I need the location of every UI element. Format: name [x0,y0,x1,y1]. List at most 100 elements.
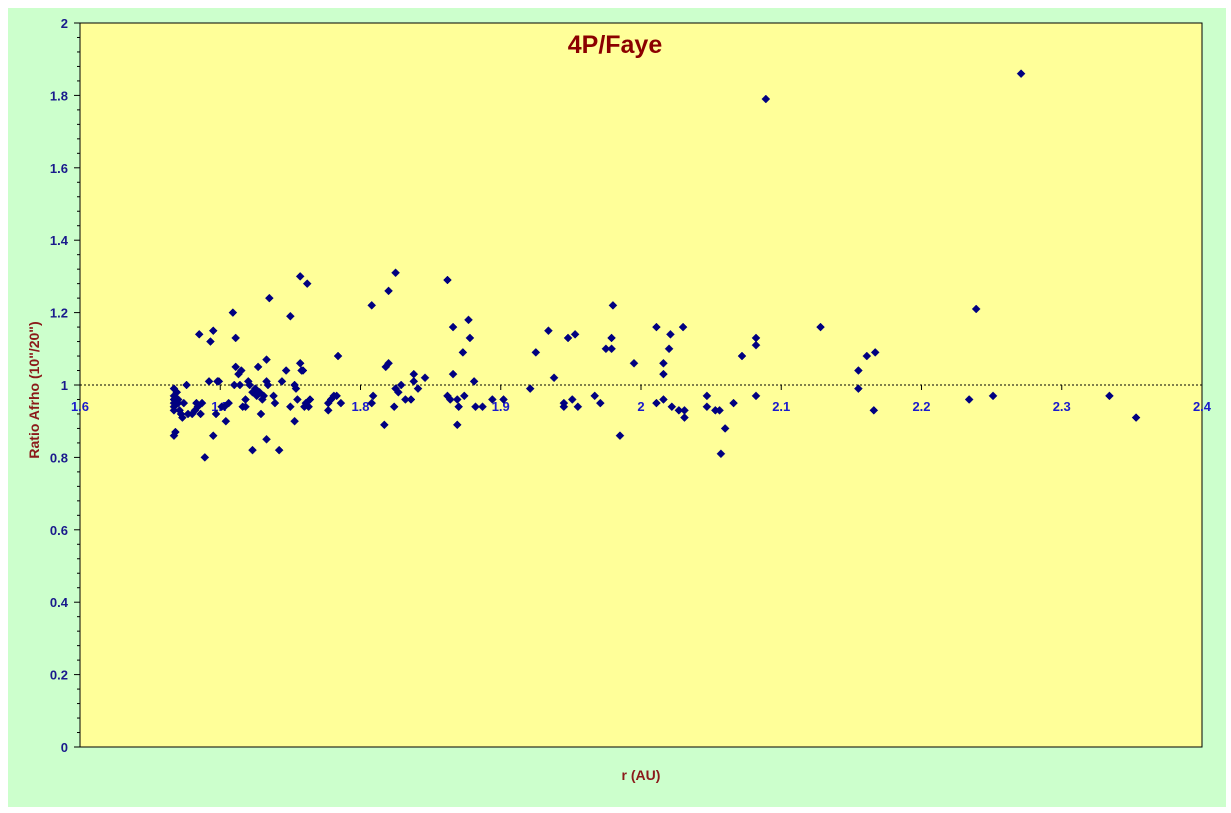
data-point [231,362,241,372]
data-point [563,333,573,343]
data-point [448,322,458,332]
data-point [259,391,269,401]
data-point [269,391,278,401]
data-point [720,424,730,433]
data-point [659,369,668,379]
data-point [499,395,508,404]
data-point [567,395,577,404]
data-point [751,391,761,401]
data-point [333,351,343,361]
data-point [323,405,333,415]
data-point [729,398,738,408]
data-point [478,402,487,412]
data-point [608,301,618,310]
data-point [870,348,880,357]
data-point [666,329,675,339]
data-point [664,344,674,354]
chart-title: 4P/Faye [568,31,663,59]
data-point [171,427,180,437]
data-point [332,391,342,401]
data-point [464,315,473,325]
y-tick-label: 2 [61,16,68,31]
data-point [1016,69,1026,79]
data-point [590,391,600,401]
data-point [236,366,246,375]
y-tick-label: 1 [61,378,68,393]
data-point [208,431,218,441]
y-tick-label: 0 [61,740,68,755]
data-point [471,402,480,412]
x-tick-label: 1.9 [492,399,510,414]
data-point [469,377,479,386]
data-point [241,402,250,412]
data-point [659,395,668,404]
data-point [525,384,535,393]
data-point [629,358,639,368]
data-point [406,395,416,404]
data-point [454,402,464,412]
data-point [549,373,559,383]
y-tick-label: 1.2 [50,306,68,321]
data-point [702,402,712,412]
y-tick-label: 0.8 [50,450,68,465]
scatter-chart: 00.20.40.60.811.21.41.61.821.61.71.81.92… [26,16,1212,783]
data-point [443,275,452,285]
y-tick-label: 0.2 [50,668,68,683]
data-point [224,398,234,408]
data-point [607,344,616,354]
data-point [570,329,580,339]
data-point [178,413,187,422]
data-point [487,395,497,404]
data-point [179,398,189,408]
data-point [971,304,981,314]
data-point [194,329,204,339]
data-point [211,409,221,419]
data-point [291,384,301,393]
data-point [253,362,263,372]
data-point [235,380,245,390]
data-point [652,322,661,332]
data-point [270,398,280,408]
data-point [208,326,218,336]
x-tick-label: 2.1 [772,399,790,414]
data-point [573,402,583,412]
data-point [409,377,419,386]
data-point [172,387,182,397]
data-point [248,445,257,455]
data-point [293,395,302,404]
data-point [448,369,458,379]
data-point [854,366,863,375]
data-point [221,416,231,426]
x-tick-label: 1.6 [71,399,89,414]
data-point [678,322,688,332]
chart-area: 00.20.40.60.811.21.41.61.821.61.71.81.92… [8,8,1226,807]
data-point [445,395,455,404]
data-point [264,293,274,303]
data-point [263,380,273,390]
data-point [367,301,377,310]
x-axis-title: r (AU) [622,767,661,783]
data-point [277,377,287,386]
data-point [420,373,430,383]
data-point [652,398,661,408]
x-tick-label: 1.8 [351,399,369,414]
data-point [197,398,207,408]
data-point [869,405,879,415]
data-point [615,431,625,441]
data-point [702,391,712,401]
data-point [413,384,423,393]
data-point [368,391,378,401]
data-point [862,351,872,361]
x-tick-label: 2.2 [912,399,930,414]
data-point [336,398,346,408]
data-point [394,387,403,397]
data-point [389,402,399,412]
data-point [1131,413,1141,422]
data-point [281,366,291,375]
y-tick-label: 1.6 [50,161,68,176]
data-point [262,434,271,444]
data-point [964,395,974,404]
data-point [737,351,747,361]
y-tick-label: 0.4 [50,595,69,610]
data-point [245,380,255,390]
